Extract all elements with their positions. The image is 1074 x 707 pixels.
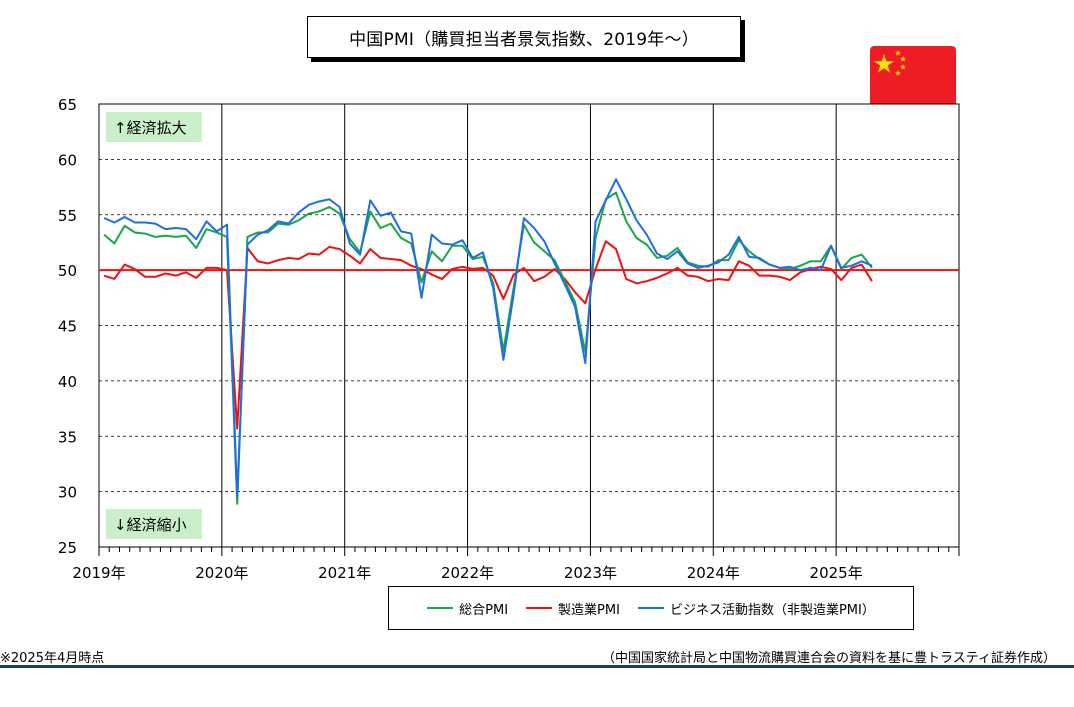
legend-swatch-non-manufacturing bbox=[637, 607, 664, 609]
series-line-non_manufacturing bbox=[103, 178, 873, 498]
legend-label-composite: 総合PMI bbox=[459, 602, 509, 618]
expansion-label-bg bbox=[106, 112, 202, 142]
legend-label-non-manufacturing: ビジネス活動指数（非製造業PMI） bbox=[669, 602, 875, 618]
x-tick-label: 2021年 bbox=[318, 564, 371, 582]
y-tick-label: 60 bbox=[58, 151, 77, 169]
legend-swatch-manufacturing bbox=[526, 607, 553, 609]
x-tick-label: 2019年 bbox=[72, 564, 125, 582]
y-tick-label: 45 bbox=[58, 318, 77, 336]
as-of-note: ※2025年4月時点 bbox=[0, 651, 105, 666]
legend-item-manufacturing: 製造業PMI bbox=[526, 599, 620, 618]
y-tick-label: 65 bbox=[58, 96, 77, 114]
legend-item-composite: 総合PMI bbox=[427, 599, 508, 618]
legend: 総合PMI 製造業PMI ビジネス活動指数（非製造業PMI） bbox=[388, 586, 914, 630]
y-tick-label: 55 bbox=[58, 207, 77, 225]
china-flag-icon bbox=[870, 46, 956, 110]
x-tick-label: 2024年 bbox=[687, 564, 740, 582]
expansion-label: ↑経済拡大 bbox=[114, 119, 187, 137]
legend-label-manufacturing: 製造業PMI bbox=[558, 602, 620, 618]
legend-swatch-composite bbox=[427, 607, 454, 609]
contraction-label: ↓経済縮小 bbox=[114, 516, 187, 534]
y-tick-label: 40 bbox=[58, 373, 77, 391]
contraction-label-bg bbox=[106, 509, 202, 539]
x-tick-label: 2022年 bbox=[441, 564, 494, 582]
y-tick-label: 35 bbox=[58, 428, 77, 446]
x-tick-label: 2020年 bbox=[195, 564, 248, 582]
y-tick-label: 25 bbox=[58, 539, 77, 557]
x-tick-label: 2025年 bbox=[810, 564, 863, 582]
y-tick-label: 30 bbox=[58, 484, 77, 502]
source-note: （中国国家統計局と中国物流購買連合会の資料を基に豊トラスティ証券作成） bbox=[602, 651, 1056, 666]
x-tick-label: 2023年 bbox=[564, 564, 617, 582]
bottom-rule bbox=[0, 665, 1074, 668]
chart-title: 中国PMI（購買担当者景気指数、2019年～） bbox=[307, 16, 741, 58]
y-tick-label: 50 bbox=[58, 262, 77, 280]
legend-item-non-manufacturing: ビジネス活動指数（非製造業PMI） bbox=[637, 599, 875, 618]
